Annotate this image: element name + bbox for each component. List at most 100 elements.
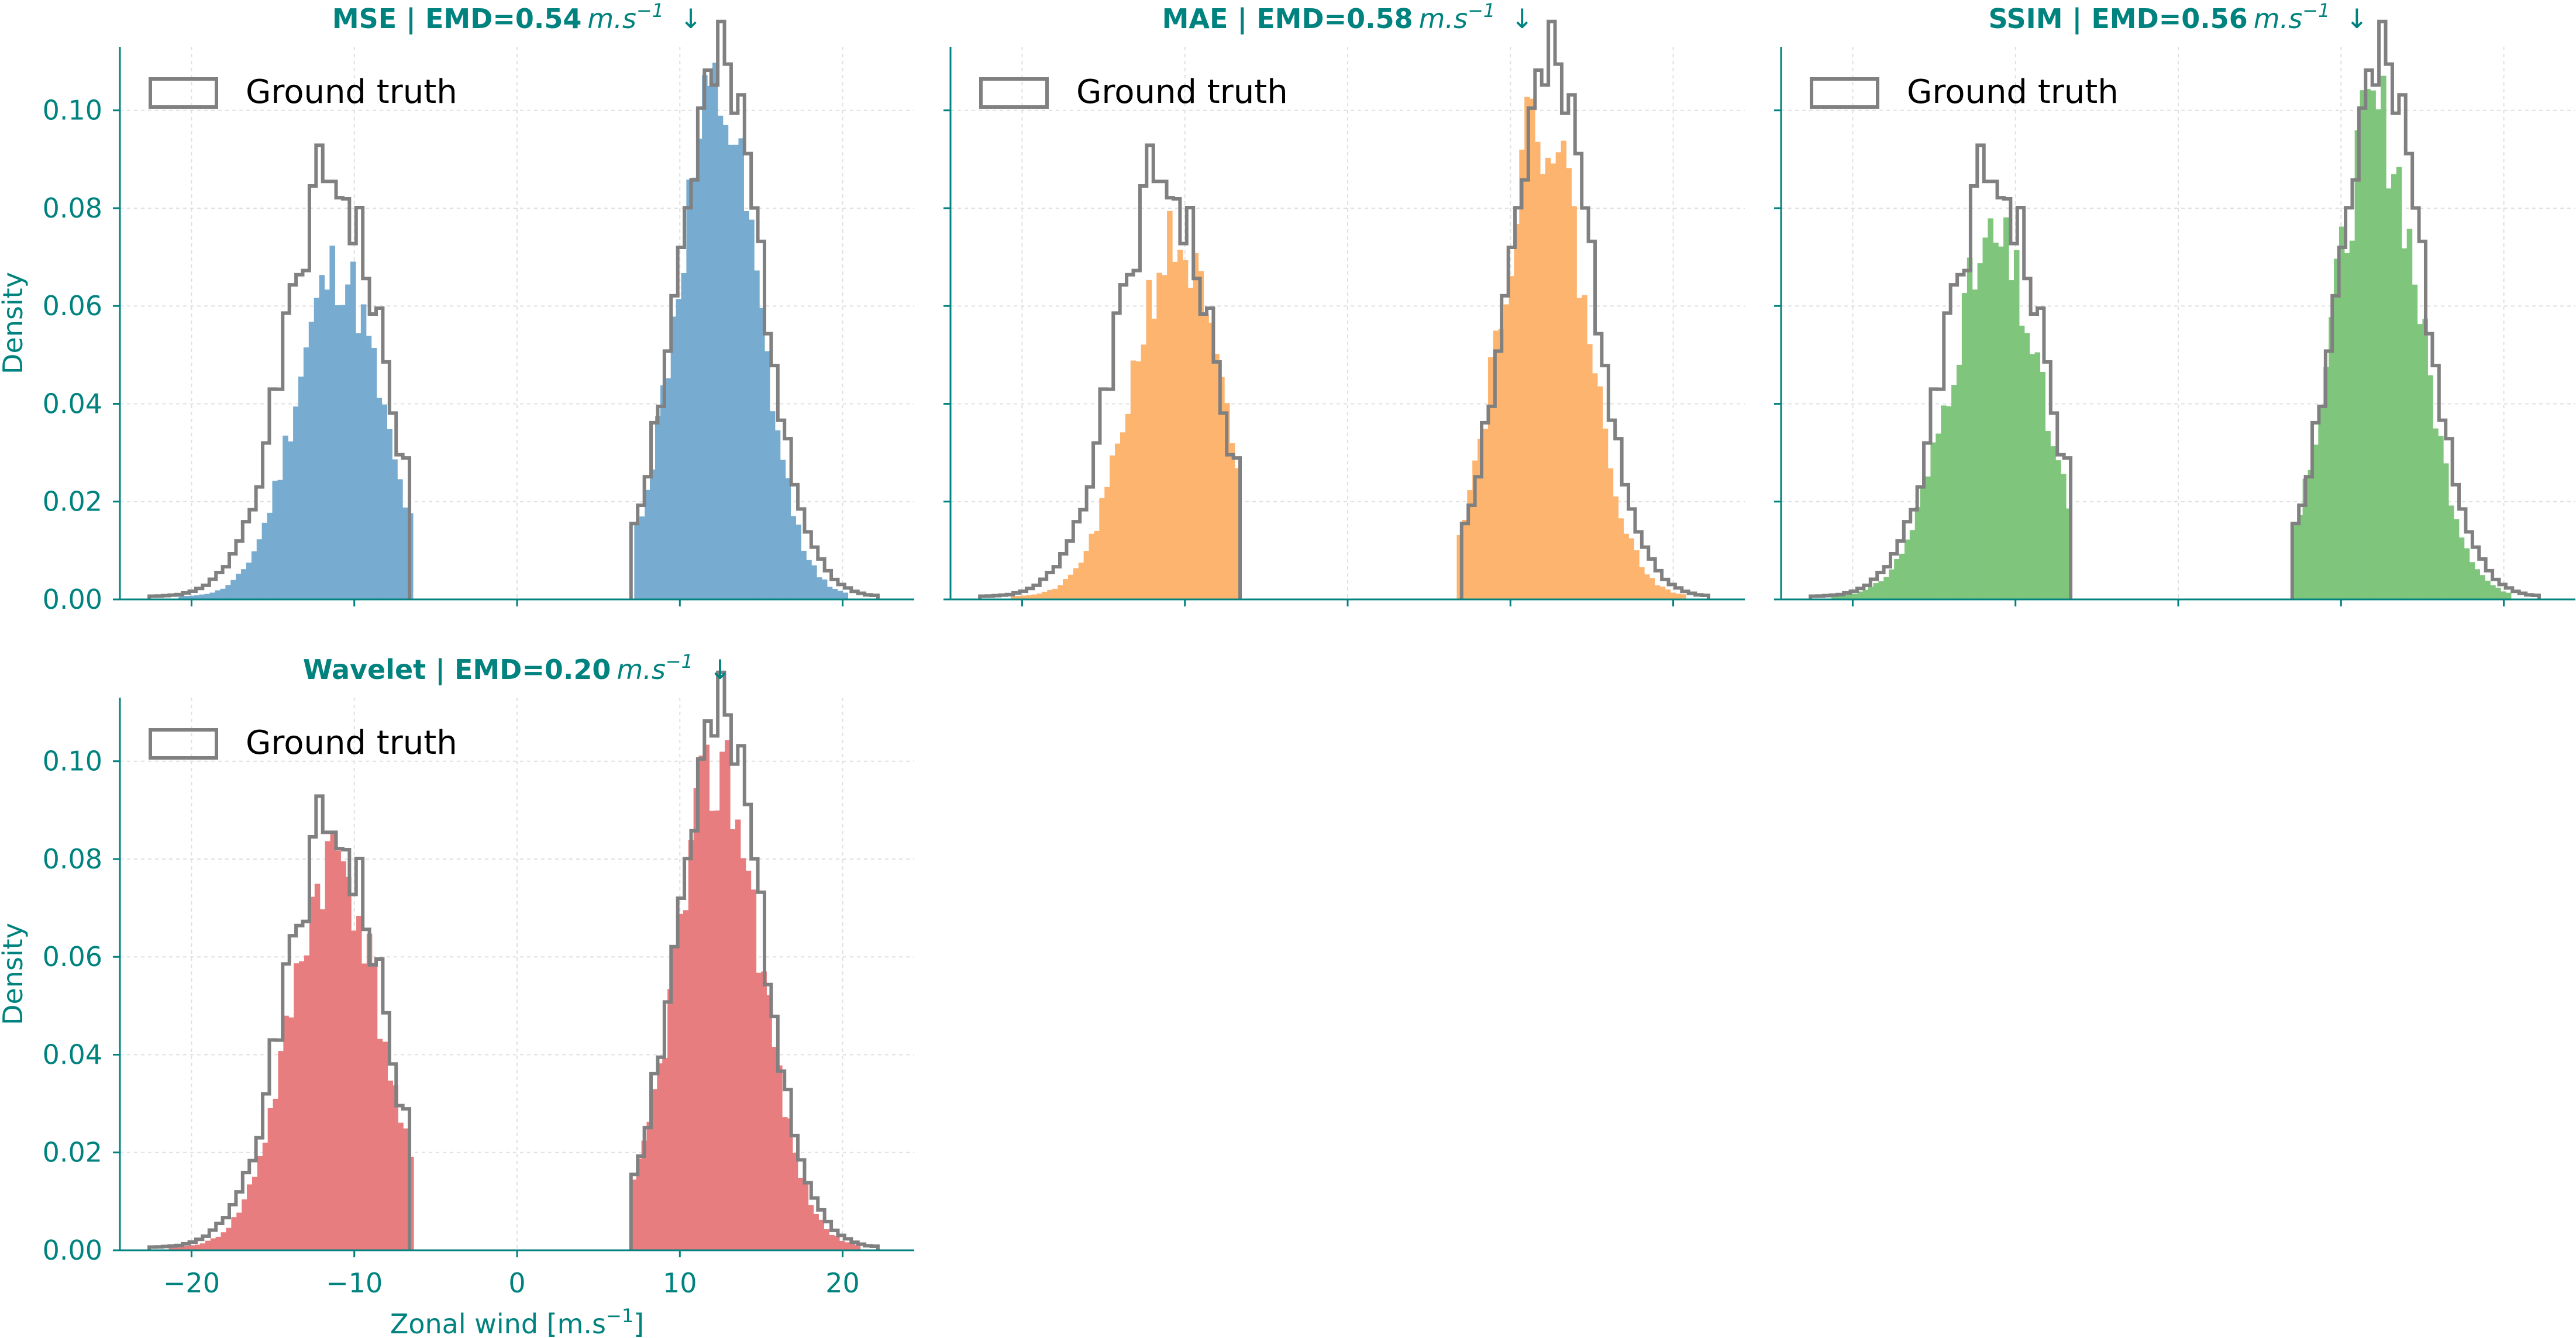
prediction-bar — [299, 961, 305, 1250]
prediction-bar — [1036, 593, 1042, 599]
legend: Ground truth — [979, 73, 1288, 111]
legend-swatch — [1810, 77, 1879, 109]
prediction-bar — [2024, 333, 2030, 599]
prediction-bar — [1878, 581, 1884, 599]
prediction-bar — [1566, 168, 1572, 600]
prediction-bar — [818, 1219, 824, 1250]
prediction-bar — [1623, 533, 1629, 599]
prediction-bar — [1498, 329, 1504, 599]
x-tick-label: 10 — [663, 1267, 697, 1299]
prediction-bar — [702, 75, 708, 599]
prediction-bar — [252, 1177, 258, 1250]
prediction-bar — [278, 1051, 284, 1250]
prediction-bar — [655, 416, 661, 599]
prediction-bar — [308, 322, 315, 599]
prediction-bar — [1130, 360, 1137, 599]
prediction-bar — [1649, 578, 1655, 599]
legend-label: Ground truth — [1907, 73, 2119, 111]
prediction-bar — [314, 298, 320, 599]
prediction-bar — [733, 144, 739, 599]
prediction-bar — [1613, 496, 1619, 599]
prediction-bar — [1493, 330, 1499, 599]
y-axis-label: Density — [0, 272, 29, 374]
prediction-bar — [273, 1098, 279, 1250]
prediction-bar — [247, 1184, 253, 1250]
prediction-bar — [1478, 439, 1483, 599]
prediction-bar — [2422, 319, 2428, 599]
prediction-bar — [1115, 443, 1121, 599]
prediction-bar — [272, 481, 278, 599]
prediction-bar — [677, 913, 684, 1250]
prediction-bar — [2323, 367, 2329, 599]
prediction-bar — [2448, 505, 2454, 599]
prediction-bar — [1592, 373, 1598, 599]
prediction-bar — [1099, 498, 1105, 599]
legend-swatch — [149, 728, 218, 760]
prediction-bar — [1576, 298, 1582, 599]
prediction-bar — [722, 125, 729, 599]
prediction-bar — [1571, 206, 1577, 599]
prediction-bar — [2065, 508, 2072, 599]
prediction-bar — [801, 550, 807, 599]
prediction-bar — [1104, 487, 1110, 599]
ground-truth-outline — [629, 670, 880, 1250]
prediction-bar — [1550, 163, 1556, 600]
prediction-bar — [1503, 304, 1510, 599]
prediction-bar — [693, 788, 700, 1250]
prediction-bar — [1899, 553, 1905, 599]
prediction-bar — [2433, 428, 2439, 599]
prediction-bar — [660, 385, 666, 599]
prediction-bar — [719, 751, 725, 1250]
prediction-bar — [1941, 405, 1947, 599]
prediction-bar — [381, 404, 387, 599]
prediction-bar — [837, 591, 843, 599]
prediction-bar — [1224, 403, 1230, 599]
prediction-bar — [824, 1229, 829, 1250]
prediction-bar — [2396, 167, 2402, 600]
prediction-bar — [2469, 562, 2475, 599]
prediction-bar — [1951, 385, 1957, 599]
prediction-bar — [787, 1118, 793, 1250]
prediction-bar — [377, 1039, 383, 1250]
prediction-bar — [2040, 371, 2045, 599]
prediction-bar — [844, 1242, 850, 1250]
prediction-bar — [667, 989, 673, 1250]
prediction-bar — [1214, 354, 1220, 599]
prediction-bar — [2485, 580, 2491, 599]
prediction-bar — [1634, 550, 1640, 599]
prediction-bar — [1010, 596, 1017, 599]
prediction-bar — [712, 63, 718, 599]
prediction-bar — [725, 740, 731, 1250]
prediction-bar — [340, 305, 346, 599]
prediction-bar — [790, 516, 797, 599]
prediction-bar — [1873, 583, 1879, 599]
prediction-bar — [1125, 413, 1131, 599]
prediction-bar — [2401, 248, 2408, 599]
prediction-bar — [681, 273, 687, 599]
prediction-bar — [1052, 588, 1058, 599]
prediction-bar — [2391, 174, 2397, 600]
prediction-bar — [168, 1247, 174, 1250]
prediction-bar — [1644, 574, 1650, 599]
prediction-bar — [2003, 217, 2009, 600]
prediction-bar — [309, 896, 315, 1250]
ground-truth-outline — [147, 794, 412, 1250]
prediction-bar — [1187, 288, 1194, 599]
prediction-bar — [2344, 253, 2350, 599]
y-tick-label: 0.00 — [43, 584, 102, 615]
prediction-bar — [2297, 515, 2303, 599]
prediction-bar — [749, 219, 755, 599]
prediction-bar — [1021, 595, 1027, 599]
prediction-bar — [657, 1063, 663, 1250]
prediction-bar — [2443, 463, 2449, 599]
y-tick-label: 0.08 — [43, 192, 102, 224]
prediction-bar — [797, 1178, 804, 1250]
prediction-bar — [1889, 569, 1895, 599]
x-tick-label: −10 — [326, 1267, 383, 1299]
prediction-bar — [1654, 585, 1661, 599]
prediction-bar — [1618, 518, 1624, 599]
prediction-bar — [772, 1047, 777, 1250]
prediction-bar — [2375, 109, 2381, 599]
prediction-bar — [205, 1240, 211, 1250]
ground-truth-outline — [2290, 19, 2541, 599]
